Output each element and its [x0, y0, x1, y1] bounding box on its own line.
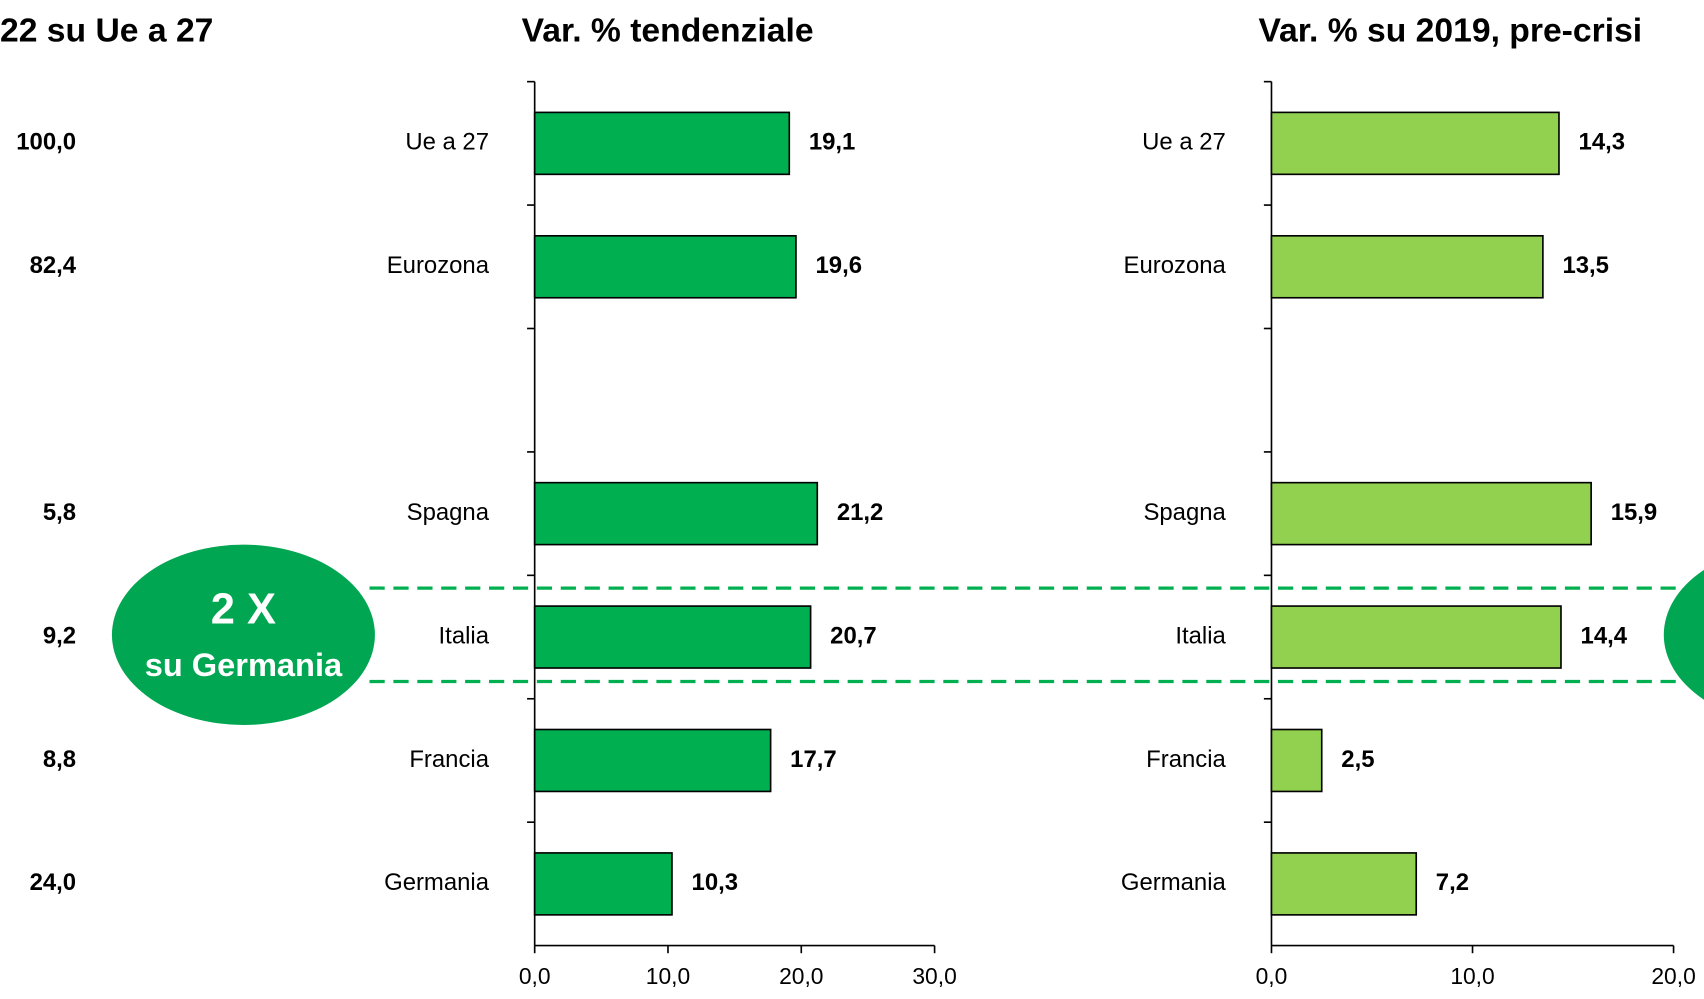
share-value: 100,0 [16, 129, 76, 156]
bar [1270, 605, 1562, 669]
share-value: 9,2 [43, 622, 76, 649]
value-label: 15,9 [1611, 499, 1658, 526]
category-label: Ue a 27 [1142, 129, 1226, 156]
category-label: Italia [1175, 622, 1226, 649]
bar [533, 111, 791, 176]
bar [533, 728, 772, 793]
x-tick-label: 0,0 [1256, 963, 1288, 989]
bar [1270, 111, 1560, 176]
bar [1270, 234, 1544, 299]
value-label: 21,2 [837, 499, 884, 526]
share-value: 82,4 [30, 252, 77, 279]
value-label: 14,3 [1579, 129, 1626, 156]
chart-title: Var. % su 2019, pre-crisi [1258, 13, 1642, 50]
callout-oval [1663, 569, 1704, 700]
value-label: 19,6 [816, 252, 863, 279]
share-value: 8,8 [43, 746, 76, 773]
callout-oval [111, 544, 375, 725]
category-label: Francia [409, 746, 489, 773]
category-label: Italia [439, 622, 490, 649]
category-label: Germania [384, 869, 490, 896]
chart-title: Var. % tendenziale [522, 13, 814, 50]
category-label: Eurozona [387, 252, 490, 279]
category-label: Francia [1146, 746, 1226, 773]
value-label: 19,1 [809, 129, 856, 156]
category-label: Spagna [1143, 499, 1226, 526]
column-title: 22 su Ue a 27 [0, 13, 213, 50]
value-label: 14,4 [1581, 622, 1628, 649]
bar [533, 605, 812, 669]
value-label: 20,7 [830, 622, 877, 649]
bar [533, 481, 819, 546]
value-label: 13,5 [1562, 252, 1609, 279]
category-label: Ue a 27 [405, 129, 489, 156]
bar [533, 234, 797, 299]
x-tick-label: 20,0 [1651, 963, 1695, 989]
bar [1270, 481, 1592, 546]
bar [533, 852, 673, 916]
x-tick-label: 10,0 [1450, 963, 1494, 989]
value-label: 17,7 [790, 746, 837, 773]
bar [1270, 728, 1323, 793]
bar [1270, 852, 1418, 916]
category-label: Spagna [407, 499, 490, 526]
value-label: 7,2 [1436, 869, 1469, 896]
x-tick-label: 30,0 [912, 963, 956, 989]
value-label: 2,5 [1341, 746, 1374, 773]
value-label: 10,3 [692, 869, 739, 896]
category-label: Eurozona [1124, 252, 1227, 279]
x-tick-label: 0,0 [519, 963, 551, 989]
share-value: 24,0 [30, 869, 77, 896]
annotation: su Germania [145, 646, 343, 683]
share-value: 5,8 [43, 499, 76, 526]
x-tick-label: 20,0 [779, 963, 823, 989]
annotation: 2 X [211, 585, 276, 633]
x-tick-label: 10,0 [646, 963, 690, 989]
category-label: Germania [1121, 869, 1227, 896]
